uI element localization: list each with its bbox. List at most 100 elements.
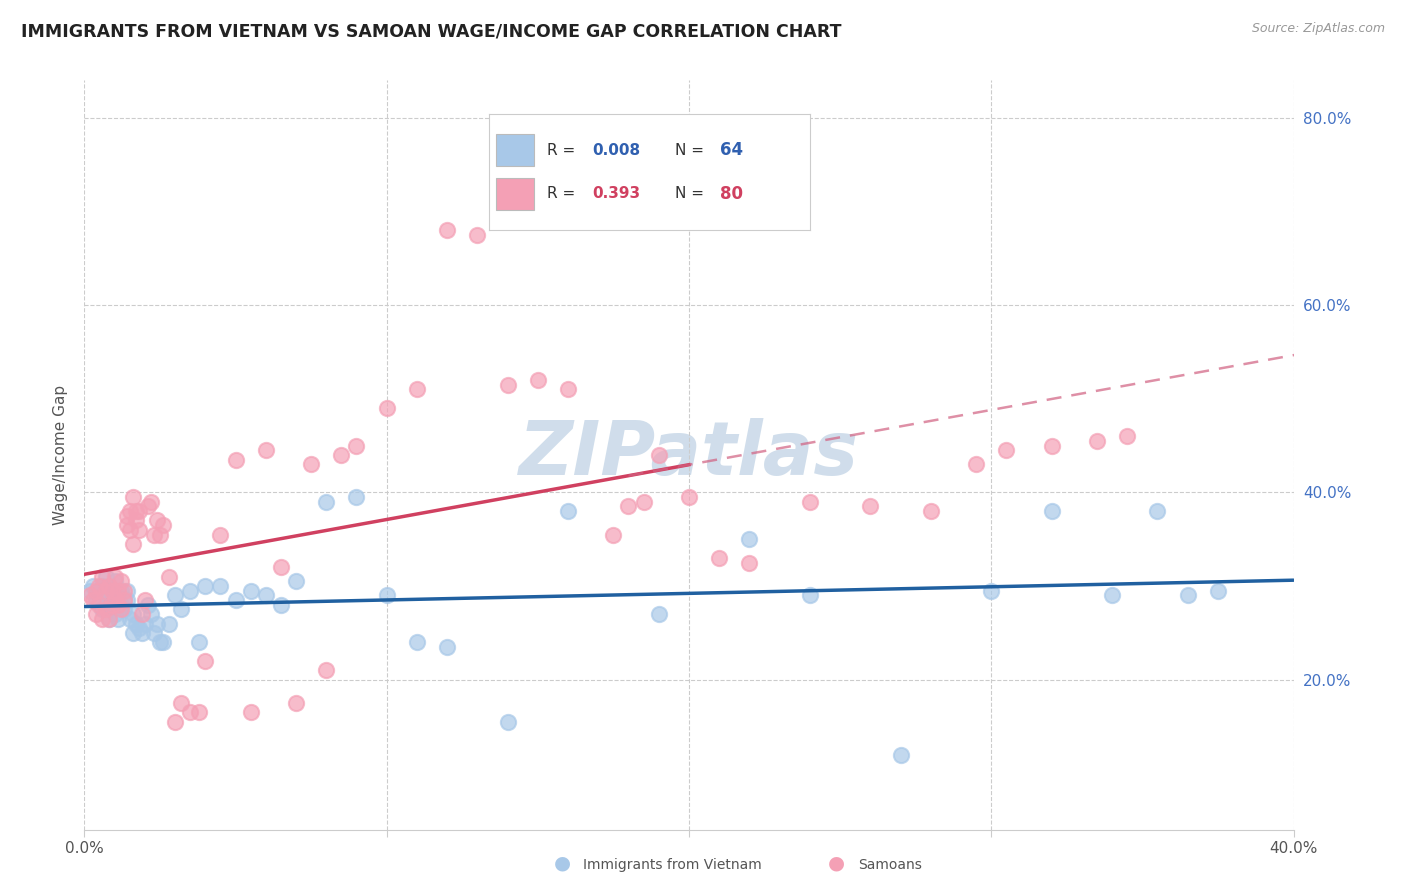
Point [527,373,550,387]
Point [97,579,120,593]
Point [97,598,120,612]
Point [209,527,232,541]
Point [254,443,277,458]
Point [100,583,122,598]
Point [104,593,127,607]
Point [125,514,148,528]
Point [170,696,193,710]
Point [112,593,135,607]
Point [94,583,117,598]
Point [648,607,671,621]
Point [142,527,165,541]
Text: ●: ● [554,854,571,872]
Point [107,598,129,612]
Point [285,696,308,710]
Point [115,583,138,598]
Point [165,589,187,603]
Point [91,579,114,593]
Point [890,747,912,762]
Point [709,551,731,566]
Point [188,706,211,720]
Point [285,574,308,589]
Point [170,602,193,616]
Point [79,583,101,598]
Point [82,593,104,607]
Point [299,457,322,471]
Point [557,504,579,518]
Text: Source: ZipAtlas.com: Source: ZipAtlas.com [1251,22,1385,36]
Point [194,579,217,593]
Point [496,377,519,392]
Point [110,598,132,612]
Point [79,589,101,603]
Point [89,598,111,612]
Point [980,583,1002,598]
Point [157,616,180,631]
Point [136,500,159,514]
Point [121,626,143,640]
Point [112,583,135,598]
Point [572,213,595,227]
Point [107,583,129,598]
Point [179,583,201,598]
Point [112,602,135,616]
Point [557,382,579,396]
Point [118,504,141,518]
Point [1040,438,1063,452]
Point [315,664,337,678]
Point [146,616,169,631]
Text: ●: ● [828,854,845,872]
Point [209,579,232,593]
Point [104,570,127,584]
Point [617,500,640,514]
Text: Samoans: Samoans [858,858,921,872]
Point [799,494,821,508]
Point [1116,429,1139,443]
Point [436,640,458,654]
Point [330,448,353,462]
Point [1177,589,1199,603]
Point [100,598,122,612]
Point [149,527,172,541]
Point [82,579,104,593]
Point [738,556,761,570]
Point [157,570,180,584]
Point [118,523,141,537]
Point [239,706,262,720]
Point [375,589,398,603]
Point [94,589,117,603]
Point [1085,434,1108,448]
Point [588,209,610,223]
Point [375,401,398,416]
Text: IMMIGRANTS FROM VIETNAM VS SAMOAN WAGE/INCOME GAP CORRELATION CHART: IMMIGRANTS FROM VIETNAM VS SAMOAN WAGE/I… [21,22,842,40]
Point [270,560,292,574]
Point [115,508,138,523]
Point [146,514,169,528]
Point [346,490,368,504]
Point [152,518,174,533]
Point [1040,504,1063,518]
Point [315,494,337,508]
Point [139,607,162,621]
Text: Immigrants from Vietnam: Immigrants from Vietnam [583,858,762,872]
Point [149,635,172,649]
Point [920,504,942,518]
Point [125,504,148,518]
Point [86,593,108,607]
Point [1206,583,1229,598]
Point [128,621,150,635]
Point [121,537,143,551]
Point [107,612,129,626]
Point [995,443,1018,458]
Point [965,457,987,471]
Point [89,579,111,593]
Point [89,583,111,598]
Point [406,382,429,396]
Point [97,612,120,626]
Point [648,448,671,462]
Point [346,438,368,452]
Point [91,602,114,616]
Point [118,612,141,626]
Point [467,227,489,242]
Point [104,607,127,621]
